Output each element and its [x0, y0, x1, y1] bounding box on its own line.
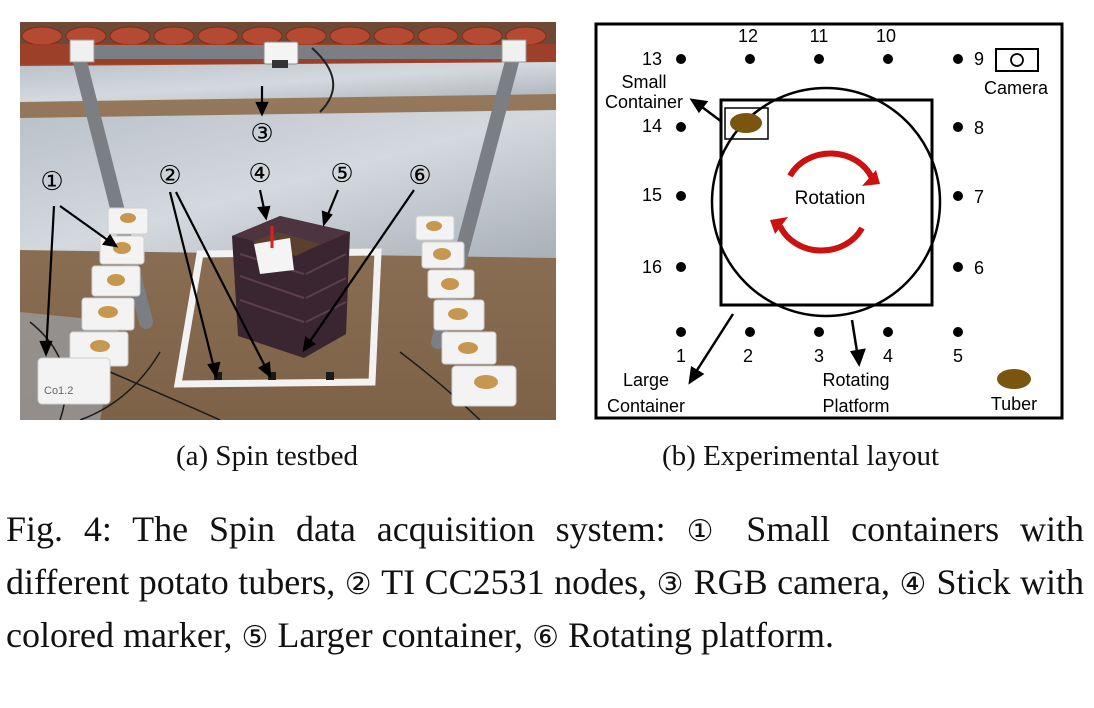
node-label-8: 8: [974, 118, 984, 138]
small-containers-right: [415, 215, 517, 407]
node-label-1: 1: [676, 346, 686, 366]
small-containers-left: Co1.2: [37, 207, 149, 405]
small-container-label-line2: Container: [605, 92, 683, 112]
camera-lens-icon: [1010, 53, 1024, 67]
subcaption-b: (b) Experimental layout: [662, 440, 940, 472]
caption-marker-5: ⑤: [241, 620, 269, 655]
layout-border: [594, 22, 1064, 420]
node-label-9: 9: [974, 49, 984, 69]
caption-marker-2: ②: [344, 567, 373, 602]
caption-marker-4: ④: [899, 567, 927, 602]
tuber-legend-icon: [997, 369, 1031, 389]
large-container-label-line2: Container: [607, 396, 685, 416]
caption-item-4: Stick with colored marker,: [6, 562, 1084, 655]
rotation-arrows: [777, 150, 875, 254]
large-container-square: [719, 98, 934, 307]
marker-1: ①: [40, 167, 63, 197]
node-label-15: 15: [642, 185, 662, 205]
rotating-platform-circle: [710, 86, 942, 318]
tuber-label: Tuber: [991, 394, 1037, 414]
camera-label: Camera: [984, 78, 1049, 98]
small-container-label-line1: Small: [621, 72, 666, 92]
node-label-14: 14: [642, 116, 662, 136]
figure-caption: Fig. 4: The Spin data acquisition system…: [6, 504, 1084, 663]
node-label-3: 3: [814, 346, 824, 366]
large-container-label-line1: Large: [623, 370, 669, 390]
node-label-10: 10: [876, 26, 896, 46]
experimental-layout-diagram: Rotation 1 2 3 4 5 6 7 8 9 10 11 12 13 1…: [594, 22, 1064, 420]
caption-label: Fig. 4:: [6, 509, 112, 549]
marker-6: ⑥: [408, 161, 431, 191]
marker-4: ④: [248, 159, 271, 189]
caption-item-6: Rotating platform.: [568, 615, 834, 655]
caption-marker-3: ③: [656, 567, 685, 602]
bag-label: Co1.2: [44, 385, 73, 397]
marker-3: ③: [250, 119, 273, 149]
node-label-11: 11: [810, 26, 829, 46]
node-label-5: 5: [953, 346, 963, 366]
marker-5: ⑤: [330, 159, 353, 189]
caption-marker-6: ⑥: [532, 620, 560, 655]
caption-item-3: RGB camera,: [693, 562, 891, 602]
node-label-2: 2: [743, 346, 753, 366]
subcaption-a: (a) Spin testbed: [176, 440, 359, 472]
caption-item-2: TI CC2531 nodes,: [381, 562, 648, 602]
rotating-platform-label-line1: Rotating: [822, 370, 889, 390]
node-label-12: 12: [738, 26, 758, 46]
camera-box: [995, 48, 1039, 72]
node-label-7: 7: [974, 187, 984, 207]
spin-testbed-photo: Co1.2 ① ② ③ ④ ⑤ ⑥: [20, 22, 556, 420]
caption-intro: The Spin data acquisition system:: [132, 509, 666, 549]
caption-item-5: Larger container,: [277, 615, 524, 655]
tuber-in-container: [730, 113, 762, 133]
small-container-box: [724, 107, 769, 140]
node-label-13: 13: [642, 49, 662, 69]
node-label-6: 6: [974, 258, 984, 278]
caption-marker-1: ①: [686, 514, 726, 549]
node-label-4: 4: [883, 346, 893, 366]
node-label-16: 16: [642, 257, 662, 277]
rotating-platform-label-line2: Platform: [822, 396, 889, 416]
marker-2: ②: [158, 161, 181, 191]
caption-item-1: Small containers with different potato t…: [6, 509, 1085, 602]
rotation-label: Rotation: [795, 188, 866, 209]
node-dots: [676, 54, 963, 337]
